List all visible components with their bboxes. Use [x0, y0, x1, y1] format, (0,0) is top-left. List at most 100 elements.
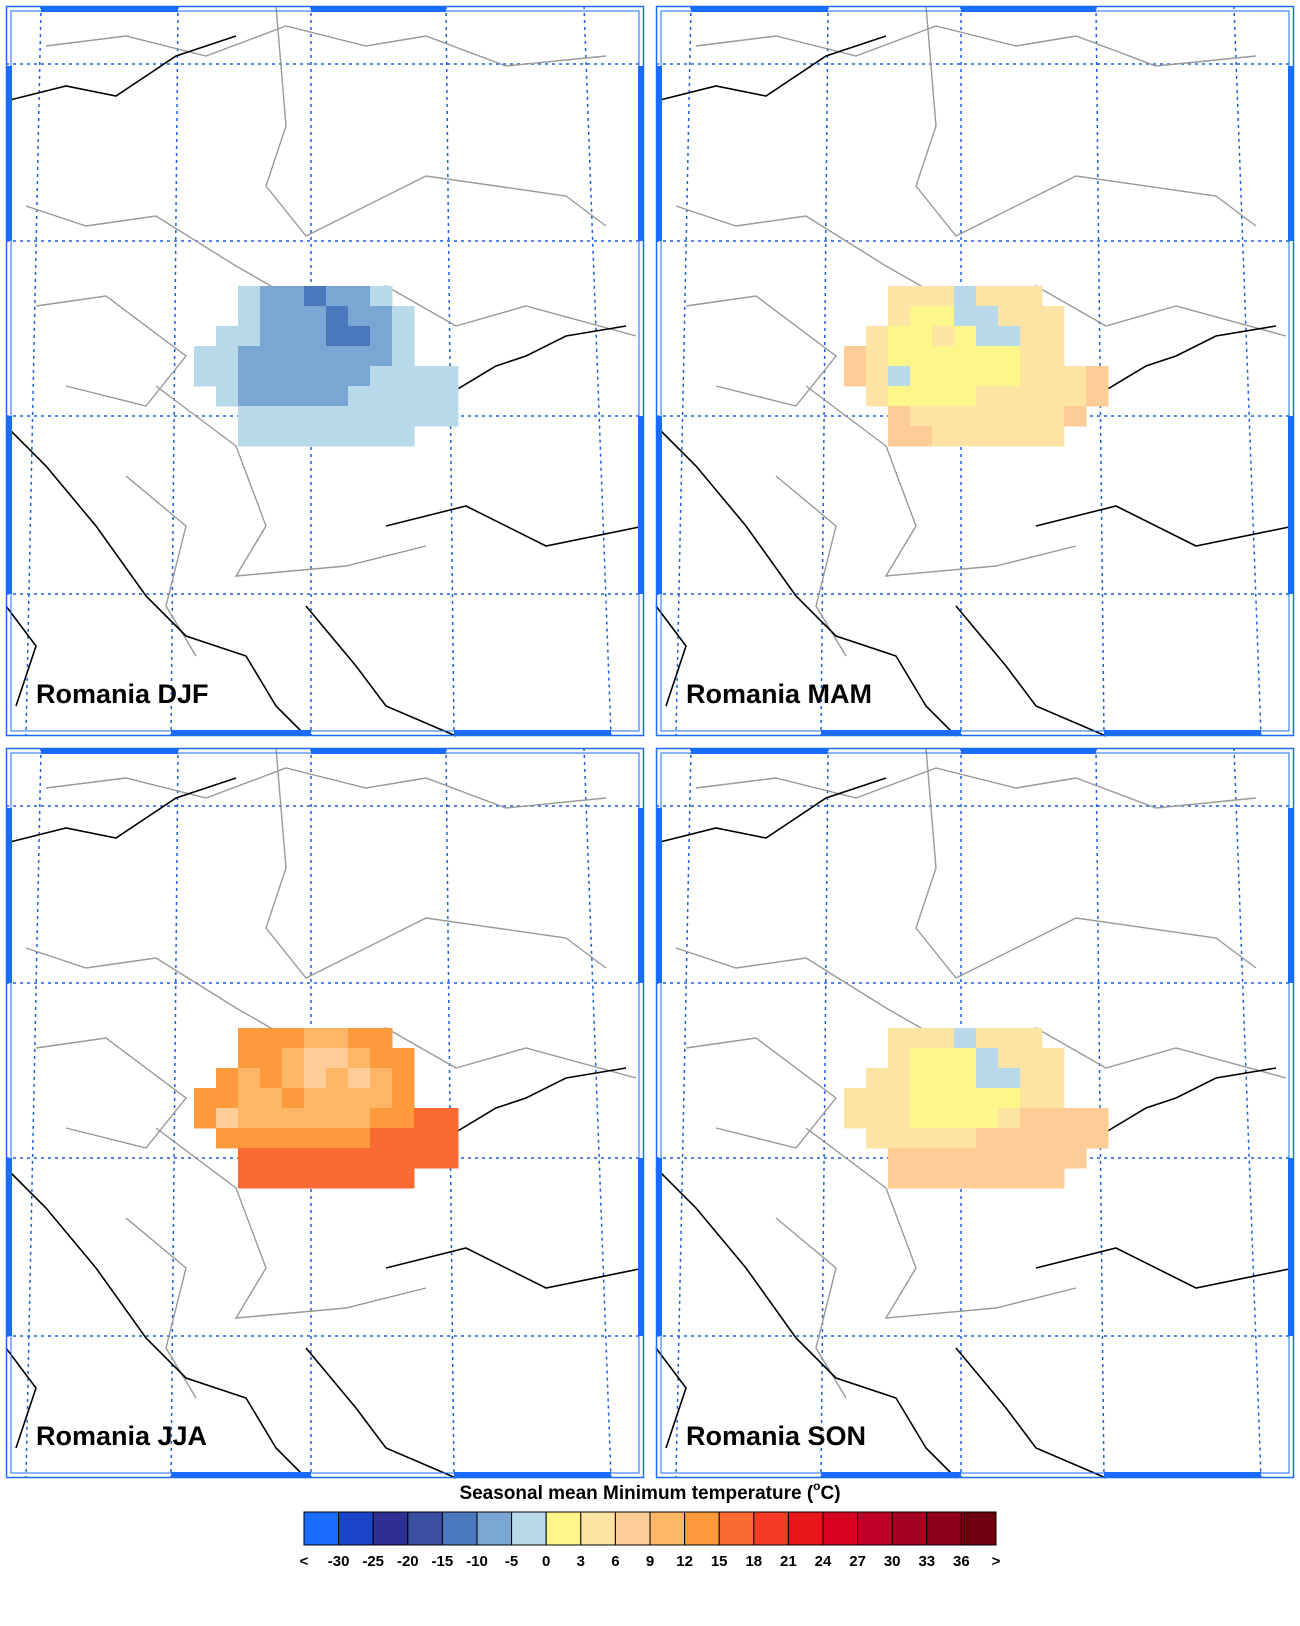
grid-cell	[282, 1028, 305, 1049]
grid-cell	[910, 1168, 933, 1189]
grid-cell	[1042, 1108, 1065, 1129]
grid-cell	[888, 1168, 911, 1189]
grid-cell	[304, 306, 327, 327]
grid-cell	[1042, 1128, 1065, 1149]
grid-cell	[326, 286, 349, 307]
grid-cell	[326, 326, 349, 347]
grid-cell	[866, 386, 889, 407]
grid-cell	[976, 386, 999, 407]
grid-cell	[304, 1128, 327, 1149]
grid-cell	[304, 1148, 327, 1169]
grid-cell	[238, 1108, 261, 1129]
grid-cell	[238, 386, 261, 407]
grid-cell	[1086, 366, 1109, 387]
grid-cell	[888, 1068, 911, 1089]
grid-cell	[1042, 326, 1065, 347]
grid-cell	[998, 386, 1021, 407]
colorbar-label: 9	[646, 1553, 654, 1570]
grid-cell	[238, 326, 261, 347]
colorbar-title-part: C)	[821, 1483, 841, 1504]
grid-cell	[282, 366, 305, 387]
grid-cell	[304, 386, 327, 407]
grid-cell	[866, 366, 889, 387]
grid-cell	[910, 1028, 933, 1049]
grid-cell	[326, 426, 349, 447]
grid-cell	[260, 1068, 283, 1089]
grid-cell	[932, 386, 955, 407]
grid-cell	[348, 386, 371, 407]
grid-cell	[976, 346, 999, 367]
grid-cell	[976, 406, 999, 427]
grid-cell	[216, 346, 239, 367]
grid-cell	[348, 406, 371, 427]
grid-cell	[1042, 1168, 1065, 1189]
grid-cell	[976, 1048, 999, 1069]
grid-cell	[260, 1088, 283, 1109]
grid-cell	[998, 1088, 1021, 1109]
grid-cell	[888, 306, 911, 327]
colorbar-label: -25	[362, 1553, 384, 1570]
grid-cell	[1020, 426, 1043, 447]
grid-cell	[238, 346, 261, 367]
grid-cell	[1086, 386, 1109, 407]
grid-cell	[932, 1048, 955, 1069]
grid-cell	[954, 1108, 977, 1129]
grid-cell	[910, 1088, 933, 1109]
grid-cell	[238, 1168, 261, 1189]
grid-cell	[238, 366, 261, 387]
grid-cell	[260, 1168, 283, 1189]
colorbar-label: 30	[884, 1553, 901, 1570]
grid-cell	[326, 1108, 349, 1129]
grid-cell	[414, 366, 437, 387]
grid-cell	[1020, 1108, 1043, 1129]
grid-cell	[888, 1108, 911, 1129]
grid-cell	[1042, 1048, 1065, 1069]
grid-cell	[282, 1148, 305, 1169]
grid-cell	[1064, 1148, 1087, 1169]
grid-cell	[932, 326, 955, 347]
grid-cell	[348, 1128, 371, 1149]
grid-cell	[998, 1128, 1021, 1149]
grid-cell	[932, 1028, 955, 1049]
grid-cell	[976, 1168, 999, 1189]
colorbar-label: 24	[815, 1553, 832, 1570]
grid-cell	[998, 1108, 1021, 1129]
colorbar-label: 27	[849, 1553, 866, 1570]
colorbar-box	[822, 1511, 859, 1546]
grid-cell	[998, 346, 1021, 367]
panel-label: Romania DJF	[36, 679, 209, 709]
grid-cell	[238, 1048, 261, 1069]
grid-cell	[370, 326, 393, 347]
panel-label: Romania MAM	[686, 679, 872, 709]
grid-cell	[998, 1068, 1021, 1089]
grid-cell	[348, 1068, 371, 1089]
grid-cell	[348, 1028, 371, 1049]
grid-cell	[216, 386, 239, 407]
grid-cell	[370, 1168, 393, 1189]
grid-cell	[910, 366, 933, 387]
grid-cell	[1064, 406, 1087, 427]
grid-cell	[194, 346, 217, 367]
colorbar-label: 21	[780, 1553, 797, 1570]
colorbar-box	[476, 1511, 513, 1546]
grid-cell	[304, 1068, 327, 1089]
map-panel: Romania JJA	[5, 747, 645, 1479]
grid-cell	[1020, 1028, 1043, 1049]
grid-cell	[1020, 326, 1043, 347]
grid-cell	[998, 1148, 1021, 1169]
grid-cell	[998, 366, 1021, 387]
grid-cell	[1064, 386, 1087, 407]
grid-cell	[216, 326, 239, 347]
grid-cell	[260, 1028, 283, 1049]
grid-cell	[304, 366, 327, 387]
grid-cell	[1042, 1088, 1065, 1109]
grid-cell	[954, 426, 977, 447]
grid-cell	[1020, 406, 1043, 427]
colorbar-box	[718, 1511, 755, 1546]
grid-cell	[910, 1068, 933, 1089]
grid-cell	[370, 306, 393, 327]
grid-cell	[304, 1048, 327, 1069]
grid-cell	[888, 346, 911, 367]
grid-cell	[326, 1028, 349, 1049]
grid-cell	[866, 326, 889, 347]
